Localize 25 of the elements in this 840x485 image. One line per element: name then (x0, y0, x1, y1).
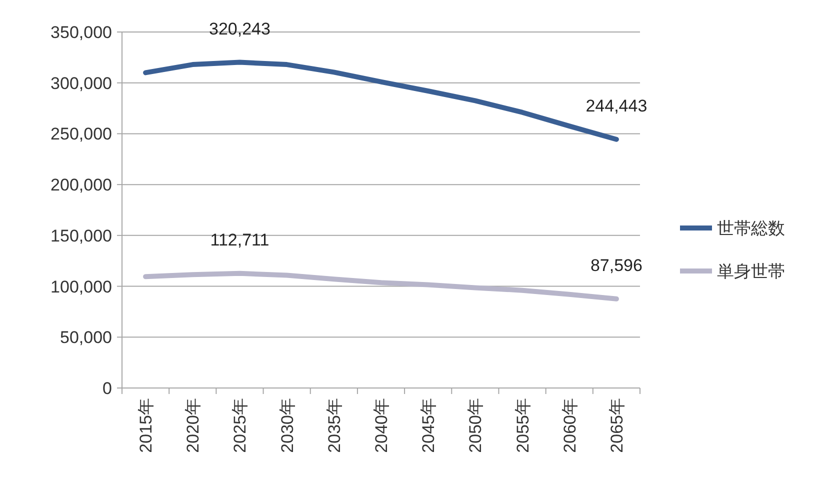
y-tick-label: 50,000 (60, 328, 112, 348)
y-tick-label: 0 (102, 379, 112, 398)
y-tick-label: 300,000 (50, 74, 112, 93)
x-tick-label: 2060年 (560, 398, 580, 453)
data-label: 87,596 (590, 256, 642, 275)
x-tick-label: 2065年 (607, 398, 626, 453)
legend-label: 世帯総数 (717, 219, 785, 238)
x-tick-label: 2050年 (466, 398, 486, 453)
data-label: 244,443 (586, 96, 648, 116)
x-tick-label: 2015年 (136, 398, 156, 453)
y-tick-label: 150,000 (50, 226, 112, 246)
x-tick-label: 2040年 (372, 398, 391, 453)
x-tick-label: 2025年 (230, 398, 250, 453)
data-label: 320,243 (209, 19, 270, 38)
data-label: 112,711 (210, 230, 270, 250)
x-tick-label: 2035年 (324, 398, 344, 453)
x-tick-label: 2020年 (184, 398, 203, 453)
x-tick-label: 2030年 (278, 398, 297, 453)
y-tick-label: 100,000 (50, 277, 112, 296)
x-tick-label: 2045年 (419, 398, 438, 453)
y-tick-label: 250,000 (50, 124, 112, 144)
y-tick-label: 350,000 (50, 23, 112, 42)
legend-label: 単身世帯 (717, 262, 785, 281)
y-tick-label: 200,000 (50, 176, 112, 195)
x-tick-label: 2055年 (513, 398, 532, 453)
